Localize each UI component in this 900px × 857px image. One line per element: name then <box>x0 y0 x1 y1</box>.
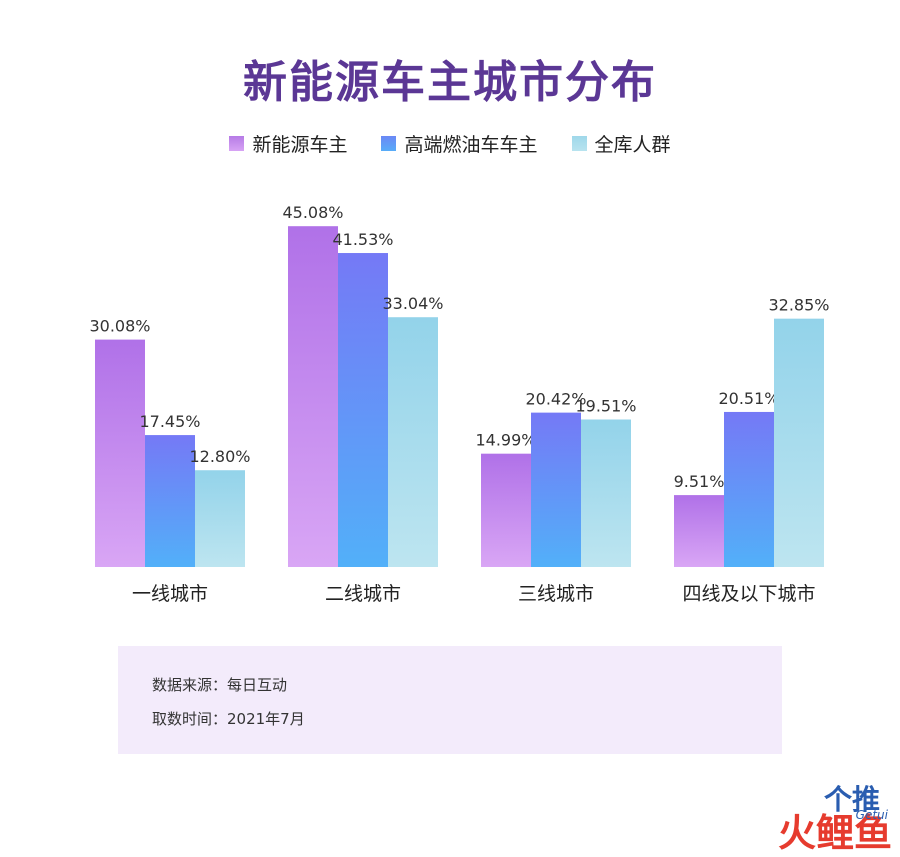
category-label-3: 三线城市 <box>518 583 594 605</box>
legend-swatch-new-energy <box>229 136 245 151</box>
legend-item-new-energy: 新能源车主 <box>229 130 347 157</box>
data-label-fuel-4: 20.51% <box>718 389 779 408</box>
category-label-1: 一线城市 <box>132 583 208 605</box>
bar-new-energy-1 <box>95 339 145 567</box>
legend: 新能源车主 高端燃油车车主 全库人群 <box>0 130 900 157</box>
data-label-new-energy-1: 30.08% <box>89 317 150 336</box>
data-label-new-energy-2: 45.08% <box>282 203 343 222</box>
bar-new-energy-2 <box>288 226 338 568</box>
data-label-fuel-3: 20.42% <box>525 390 586 409</box>
legend-swatch-fuel <box>381 136 397 151</box>
legend-label-fuel: 高端燃油车车主 <box>404 134 538 156</box>
bar-fuel-2 <box>338 253 388 567</box>
data-label-new-energy-3: 14.99% <box>475 431 536 450</box>
data-label-all-2: 33.04% <box>382 294 443 313</box>
legend-swatch-all <box>571 136 587 151</box>
bar-fuel-1 <box>145 435 195 567</box>
legend-label-new-energy: 新能源车主 <box>252 134 348 156</box>
data-label-all-4: 32.85% <box>768 296 829 315</box>
data-label-all-1: 12.80% <box>189 447 250 466</box>
watermark-text-getui: 个推 <box>823 783 880 816</box>
bar-all-3 <box>581 419 631 567</box>
watermark-text-en: Getui <box>855 808 888 822</box>
legend-item-fuel: 高端燃油车车主 <box>381 130 538 157</box>
bar-chart: 30.08% 17.45% 12.80% 一线城市 45.08% 41.53% 33.04%… <box>89 203 829 605</box>
bar-new-energy-4 <box>674 495 724 567</box>
data-label-fuel-2: 41.53% <box>332 230 393 249</box>
legend-label-all: 全库人群 <box>594 134 671 156</box>
watermark-logo: 个推 火鲤鱼 Getui <box>758 772 898 855</box>
bar-new-energy-3 <box>481 453 531 567</box>
source-text: 数据来源：每日互动 <box>152 676 288 694</box>
category-label-4: 四线及以下城市 <box>682 583 815 605</box>
data-label-all-3: 19.51% <box>575 397 636 416</box>
legend-item-all: 全库人群 <box>571 130 671 157</box>
bar-all-1 <box>195 470 245 567</box>
bar-fuel-3 <box>531 412 581 567</box>
category-label-2: 二线城市 <box>325 583 401 605</box>
bar-all-4 <box>774 318 824 567</box>
data-label-fuel-1: 17.45% <box>139 412 200 431</box>
date-text: 取数时间：2021年7月 <box>152 710 305 728</box>
chart-title: 新能源车主城市分布 <box>243 57 657 108</box>
data-label-new-energy-4: 9.51% <box>674 472 725 491</box>
bar-fuel-4 <box>724 411 774 567</box>
bar-all-2 <box>388 317 438 567</box>
source-box: 数据来源：每日互动 取数时间：2021年7月 <box>118 646 782 754</box>
